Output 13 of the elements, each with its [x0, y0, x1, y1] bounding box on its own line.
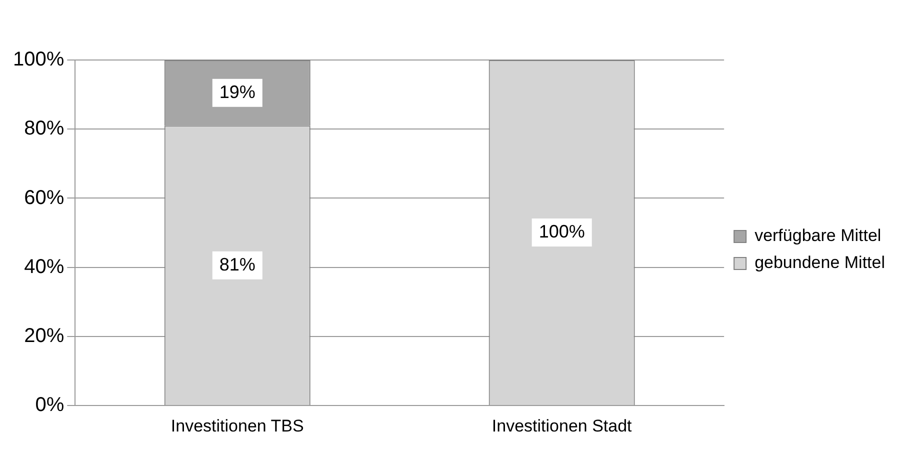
- data-label: 19%: [219, 82, 256, 102]
- y-tick-label: 40%: [24, 256, 64, 278]
- data-label: 100%: [538, 222, 585, 242]
- legend-label: gebundene Mittel: [754, 253, 886, 272]
- x-tick-label: Investitionen Stadt: [492, 416, 632, 436]
- y-tick-label: 80%: [24, 118, 64, 140]
- y-tick-label: 20%: [24, 324, 64, 347]
- legend-label: verfügbare Mittel: [754, 226, 882, 246]
- x-tick-label: Investitionen TBS: [170, 416, 304, 436]
- y-tick-label: 60%: [24, 186, 64, 209]
- y-tick-label: 100%: [12, 48, 64, 71]
- y-tick-label: 0%: [35, 394, 64, 416]
- data-label: 81%: [219, 254, 256, 274]
